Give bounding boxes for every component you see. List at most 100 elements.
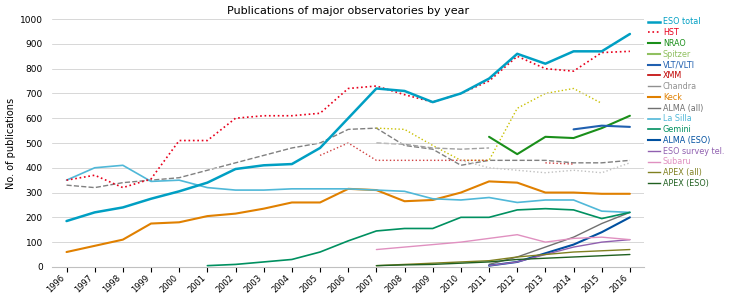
Y-axis label: No. of publications: No. of publications xyxy=(6,98,15,189)
APEX (ESO) xyxy=(541,256,550,260)
ESO total xyxy=(625,32,634,36)
Line: NRAO: NRAO xyxy=(489,116,630,154)
ALMA (ESO) xyxy=(569,243,578,246)
Keck xyxy=(147,222,155,225)
NRAO xyxy=(541,135,550,139)
ESO total xyxy=(287,162,296,166)
Subaru xyxy=(372,248,380,251)
APEX (all) xyxy=(428,261,437,265)
NRAO xyxy=(485,135,493,139)
Gemini xyxy=(485,215,493,219)
La Silla xyxy=(203,186,212,189)
HST xyxy=(513,55,522,58)
Gemini xyxy=(457,215,465,219)
ESO survey tel. xyxy=(541,253,550,256)
ALMA (ESO) xyxy=(597,230,606,234)
Line: Gemini: Gemini xyxy=(207,209,630,266)
Keck xyxy=(90,244,99,247)
ESO total xyxy=(231,167,240,171)
HST xyxy=(231,116,240,120)
Gemini xyxy=(541,207,550,211)
ALMA (all) xyxy=(597,222,606,225)
La Silla xyxy=(259,188,268,192)
Gemini xyxy=(597,217,606,220)
NRAO xyxy=(569,136,578,140)
Gemini xyxy=(625,211,634,214)
ESO total xyxy=(569,50,578,53)
HST xyxy=(90,173,99,177)
Subaru xyxy=(428,243,437,246)
Keck xyxy=(485,180,493,183)
La Silla xyxy=(428,197,437,201)
APEX (ESO) xyxy=(372,264,380,268)
NRAO xyxy=(513,152,522,156)
Gemini xyxy=(400,227,409,230)
La Silla xyxy=(625,211,634,214)
La Silla xyxy=(569,198,578,202)
Keck xyxy=(259,207,268,211)
Subaru xyxy=(400,245,409,249)
Keck xyxy=(203,214,212,218)
ESO total xyxy=(485,77,493,80)
Keck xyxy=(625,192,634,196)
Keck xyxy=(428,198,437,202)
Gemini xyxy=(259,260,268,264)
HST xyxy=(62,178,71,182)
ESO total xyxy=(259,164,268,167)
HST xyxy=(119,186,128,189)
ESO total xyxy=(597,50,606,53)
ALMA (all) xyxy=(485,262,493,266)
ALMA (ESO) xyxy=(485,264,493,268)
ESO total xyxy=(457,92,465,95)
Keck xyxy=(344,187,353,190)
Line: ALMA (all): ALMA (all) xyxy=(489,212,630,264)
APEX (ESO) xyxy=(400,263,409,267)
VLT/VLTI xyxy=(625,125,634,129)
HST xyxy=(485,79,493,83)
Gemini xyxy=(344,239,353,243)
APEX (all) xyxy=(485,259,493,262)
Keck xyxy=(400,200,409,203)
HST xyxy=(457,92,465,95)
ESO survey tel. xyxy=(513,260,522,264)
ESO total xyxy=(147,197,155,201)
Gemini xyxy=(316,250,325,254)
Gemini xyxy=(372,229,380,233)
HST xyxy=(428,100,437,104)
La Silla xyxy=(372,188,380,192)
APEX (ESO) xyxy=(625,253,634,256)
Line: VLT/VLTI: VLT/VLTI xyxy=(573,126,630,129)
La Silla xyxy=(174,178,183,182)
VLT/VLTI xyxy=(597,124,606,128)
HST xyxy=(372,84,380,88)
Subaru xyxy=(597,236,606,239)
HST xyxy=(625,50,634,53)
ESO total xyxy=(316,146,325,150)
APEX (all) xyxy=(625,248,634,251)
La Silla xyxy=(513,201,522,204)
HST xyxy=(400,93,409,97)
Line: La Silla: La Silla xyxy=(67,165,630,212)
Line: Subaru: Subaru xyxy=(376,235,630,250)
La Silla xyxy=(316,187,325,190)
HST xyxy=(316,112,325,115)
HST xyxy=(597,51,606,54)
APEX (all) xyxy=(569,250,578,254)
Gemini xyxy=(287,258,296,261)
Gemini xyxy=(428,227,437,230)
APEX (ESO) xyxy=(428,262,437,266)
HST xyxy=(569,69,578,73)
ESO total xyxy=(400,89,409,93)
ALMA (all) xyxy=(625,211,634,214)
Line: ESO total: ESO total xyxy=(67,34,630,221)
HST xyxy=(541,67,550,70)
APEX (ESO) xyxy=(513,258,522,261)
La Silla xyxy=(457,198,465,202)
Line: APEX (all): APEX (all) xyxy=(376,250,630,266)
La Silla xyxy=(90,166,99,169)
APEX (ESO) xyxy=(457,261,465,265)
HST xyxy=(344,87,353,90)
HST xyxy=(259,114,268,118)
Subaru xyxy=(625,238,634,242)
ESO total xyxy=(344,116,353,120)
